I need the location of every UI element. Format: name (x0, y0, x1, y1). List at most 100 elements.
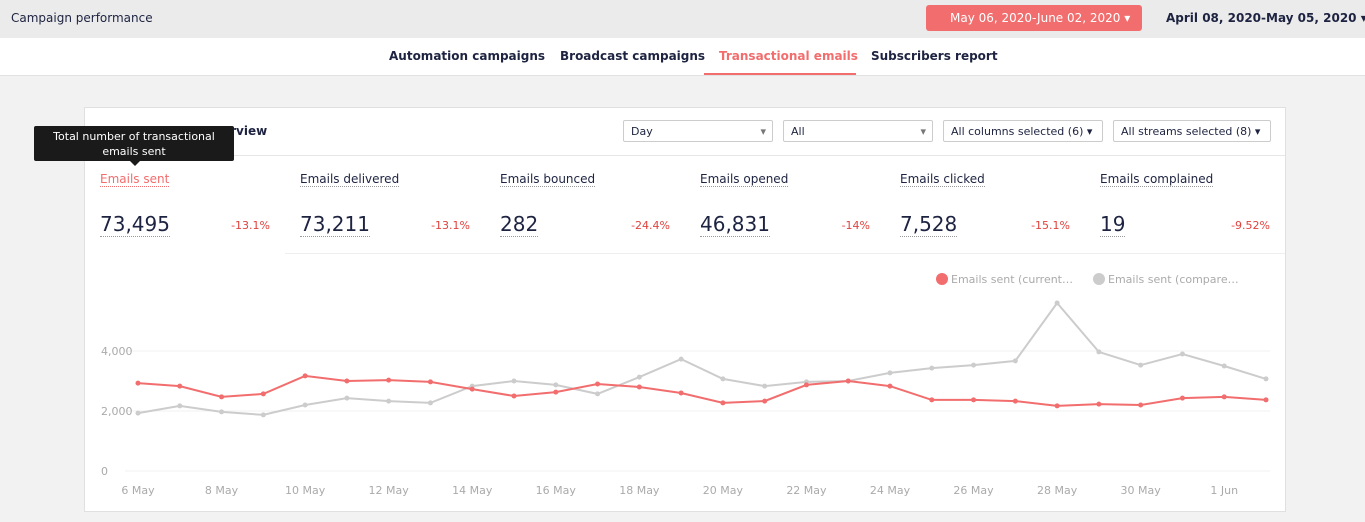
point (1138, 362, 1144, 368)
metric-value: 73,495 (100, 212, 170, 237)
dropdown[interactable]: Day ▾ (623, 120, 773, 142)
point (636, 384, 642, 390)
x-tick-label: 10 May (285, 484, 326, 497)
y-tick-label: 4,000 (101, 345, 133, 358)
tooltip-arrow (130, 161, 140, 166)
point (302, 373, 308, 379)
dropdown[interactable]: All streams selected (8) ▾ (1113, 120, 1271, 142)
point (1012, 398, 1018, 404)
metric-change: -13.1% (431, 219, 470, 232)
metric-label: Emails clicked (900, 172, 985, 187)
dropdown-text: All (791, 125, 805, 138)
x-tick-label: 16 May (536, 484, 577, 497)
tab-bar: Automation campaigns Broadcast campaigns… (0, 38, 1365, 76)
tab[interactable]: Automation campaigns (389, 49, 546, 63)
metric-change: -14% (841, 219, 870, 232)
x-tick-label: 20 May (703, 484, 744, 497)
metric-label: Emails bounced (500, 172, 596, 187)
x-tick-label: 12 May (369, 484, 410, 497)
tab[interactable]: Broadcast campaigns (560, 49, 706, 63)
series-line (137, 301, 1267, 416)
point (971, 397, 977, 403)
metric-change: -9.52% (1231, 219, 1270, 232)
metric-change: -15.1% (1031, 219, 1070, 232)
point (511, 378, 517, 384)
divider (285, 253, 1285, 254)
legend-label: Emails sent (compare… (1108, 273, 1239, 286)
metric-value: 7,528 (900, 212, 958, 237)
metric-label: Emails sent (100, 172, 170, 187)
metric-label: Emails opened (700, 172, 789, 187)
metric-value: 46,831 (700, 212, 770, 237)
point (762, 398, 768, 404)
point (386, 398, 392, 404)
tooltip: Total number of transactional emails sen… (34, 126, 234, 161)
point (929, 397, 935, 403)
point (219, 409, 225, 415)
point (720, 400, 726, 406)
legend-label: Emails sent (current… (951, 273, 1073, 286)
dropdown-text: All streams selected (8) (1121, 125, 1252, 138)
point (1263, 376, 1269, 382)
legend-swatch (936, 273, 948, 285)
point (971, 362, 977, 368)
y-tick-label: 2,000 (101, 405, 133, 418)
point (260, 391, 266, 397)
point (762, 383, 768, 389)
point (177, 403, 183, 409)
panel: erview Day ▾ All ▾ All columns selected (6… (84, 107, 1286, 512)
point (135, 410, 141, 416)
x-tick-label: 14 May (452, 484, 493, 497)
x-tick-label: 18 May (619, 484, 660, 497)
point (887, 383, 893, 389)
metric-value: 73,211 (300, 212, 370, 237)
point (344, 378, 350, 384)
point (511, 393, 517, 399)
point (678, 390, 684, 396)
point (595, 391, 601, 397)
dropdown[interactable]: All ▾ (783, 120, 933, 142)
x-tick-label: 1 Jun (1210, 484, 1238, 497)
tooltip-line: Total number of transactional (53, 130, 215, 143)
metric-label: Emails complained (1100, 172, 1214, 187)
current-range: May 06, 2020-June 02, 2020 (950, 11, 1121, 25)
top-bar: Campaign performance May 06, 2020-June 0… (0, 0, 1365, 38)
point (678, 356, 684, 362)
point (887, 370, 893, 376)
tab[interactable]: Transactional emails (719, 49, 858, 63)
point (302, 402, 308, 408)
point (135, 380, 141, 386)
tooltip-line: emails sent (102, 145, 166, 158)
point (803, 382, 809, 388)
compare-range: April 08, 2020-May 05, 2020 (1166, 11, 1357, 25)
point (595, 381, 601, 387)
chart: 0 2,000 4,000 6 May 8 May 10 May 12 May 14 May 1… (101, 273, 1270, 497)
metric-change: -24.4% (631, 219, 670, 232)
point (1179, 351, 1185, 357)
current-range-button[interactable]: May 06, 2020-June 02, 2020 ▾ (926, 5, 1142, 31)
point (1138, 402, 1144, 408)
point (1263, 397, 1269, 403)
point (1179, 395, 1185, 401)
active-underline (704, 73, 856, 75)
x-tick-label: 6 May (121, 484, 155, 497)
point (553, 389, 559, 395)
point (344, 395, 350, 401)
point (427, 379, 433, 385)
tab[interactable]: Subscribers report (871, 49, 998, 63)
dropdown[interactable]: All columns selected (6) ▾ (943, 120, 1103, 142)
point (1054, 403, 1060, 409)
x-tick-label: 22 May (786, 484, 827, 497)
point (1221, 394, 1227, 400)
point (1096, 349, 1102, 355)
metric-change: -13.1% (231, 219, 270, 232)
point (1221, 363, 1227, 369)
x-tick-label: 8 May (205, 484, 239, 497)
point (469, 386, 475, 392)
point (553, 382, 559, 388)
x-tick-label: 28 May (1037, 484, 1078, 497)
point (1096, 401, 1102, 407)
point (845, 378, 851, 384)
y-tick-label: 0 (101, 465, 108, 478)
compare-range-button[interactable]: April 08, 2020-May 05, 2020 ▾ (1166, 11, 1365, 25)
